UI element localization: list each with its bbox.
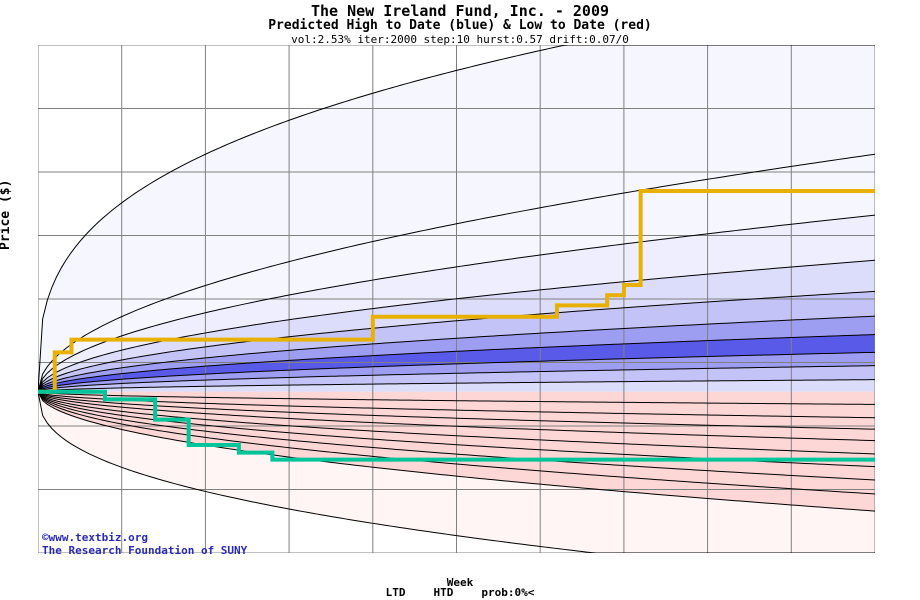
- blue-contour-7: [38, 365, 875, 393]
- series-ltd: [38, 389, 875, 462]
- legend-prob-label: prob:0%<: [481, 586, 535, 599]
- chart-canvas: [38, 45, 875, 553]
- blue-contour-3: [38, 290, 875, 392]
- legend-ltd-label: LTD: [385, 586, 406, 599]
- red-contour-0: [38, 391, 875, 405]
- watermark: ©www.textbiz.org The Research Foundation…: [42, 531, 247, 557]
- red-contour-4: [38, 391, 875, 455]
- chart-parameters: vol:2.53% iter:2000 step:10 hurst:0.57 d…: [291, 33, 629, 46]
- blue-band-3: [38, 291, 875, 392]
- blue-contour-6: [38, 351, 875, 393]
- plot-area: [38, 45, 875, 553]
- x-axis-label: Week: [446, 576, 474, 589]
- red-contour-8: [38, 391, 875, 512]
- red-contour-1: [38, 391, 875, 419]
- watermark-line-2: The Research Foundation of SUNY: [42, 544, 248, 557]
- blue-contour-4: [38, 315, 875, 393]
- red-contour-3: [38, 391, 875, 442]
- legend-htd-swatch: [456, 590, 478, 595]
- blue-band-4: [38, 316, 875, 392]
- red-contour-6: [38, 391, 875, 481]
- legend-ltd-swatch: [409, 590, 431, 595]
- blue-band-0: [38, 154, 875, 392]
- blue-contour-8: [38, 379, 875, 393]
- chart-subtitle: Predicted High to Date (blue) & Low to D…: [268, 18, 652, 33]
- legend-htd-label: HTD: [433, 586, 454, 599]
- red-contour-2: [38, 391, 875, 430]
- chart-title: The New Ireland Fund, Inc. - 2009: [310, 2, 609, 20]
- y-axis-label: Price ($): [0, 179, 13, 250]
- blue-outer-contour: [38, 45, 875, 392]
- blue-contour-0: [38, 153, 875, 392]
- blue-contour-1: [38, 214, 875, 392]
- red-contour-7: [38, 391, 875, 495]
- blue-band-2: [38, 260, 875, 392]
- blue-contour-5: [38, 334, 875, 393]
- chart-legend: LTD HTD prob:0%<: [0, 586, 920, 599]
- series-htd: [38, 189, 875, 394]
- blue-band-1: [38, 215, 875, 392]
- watermark-line-1: ©www.textbiz.org: [42, 531, 148, 544]
- red-outer-contour: [38, 391, 875, 553]
